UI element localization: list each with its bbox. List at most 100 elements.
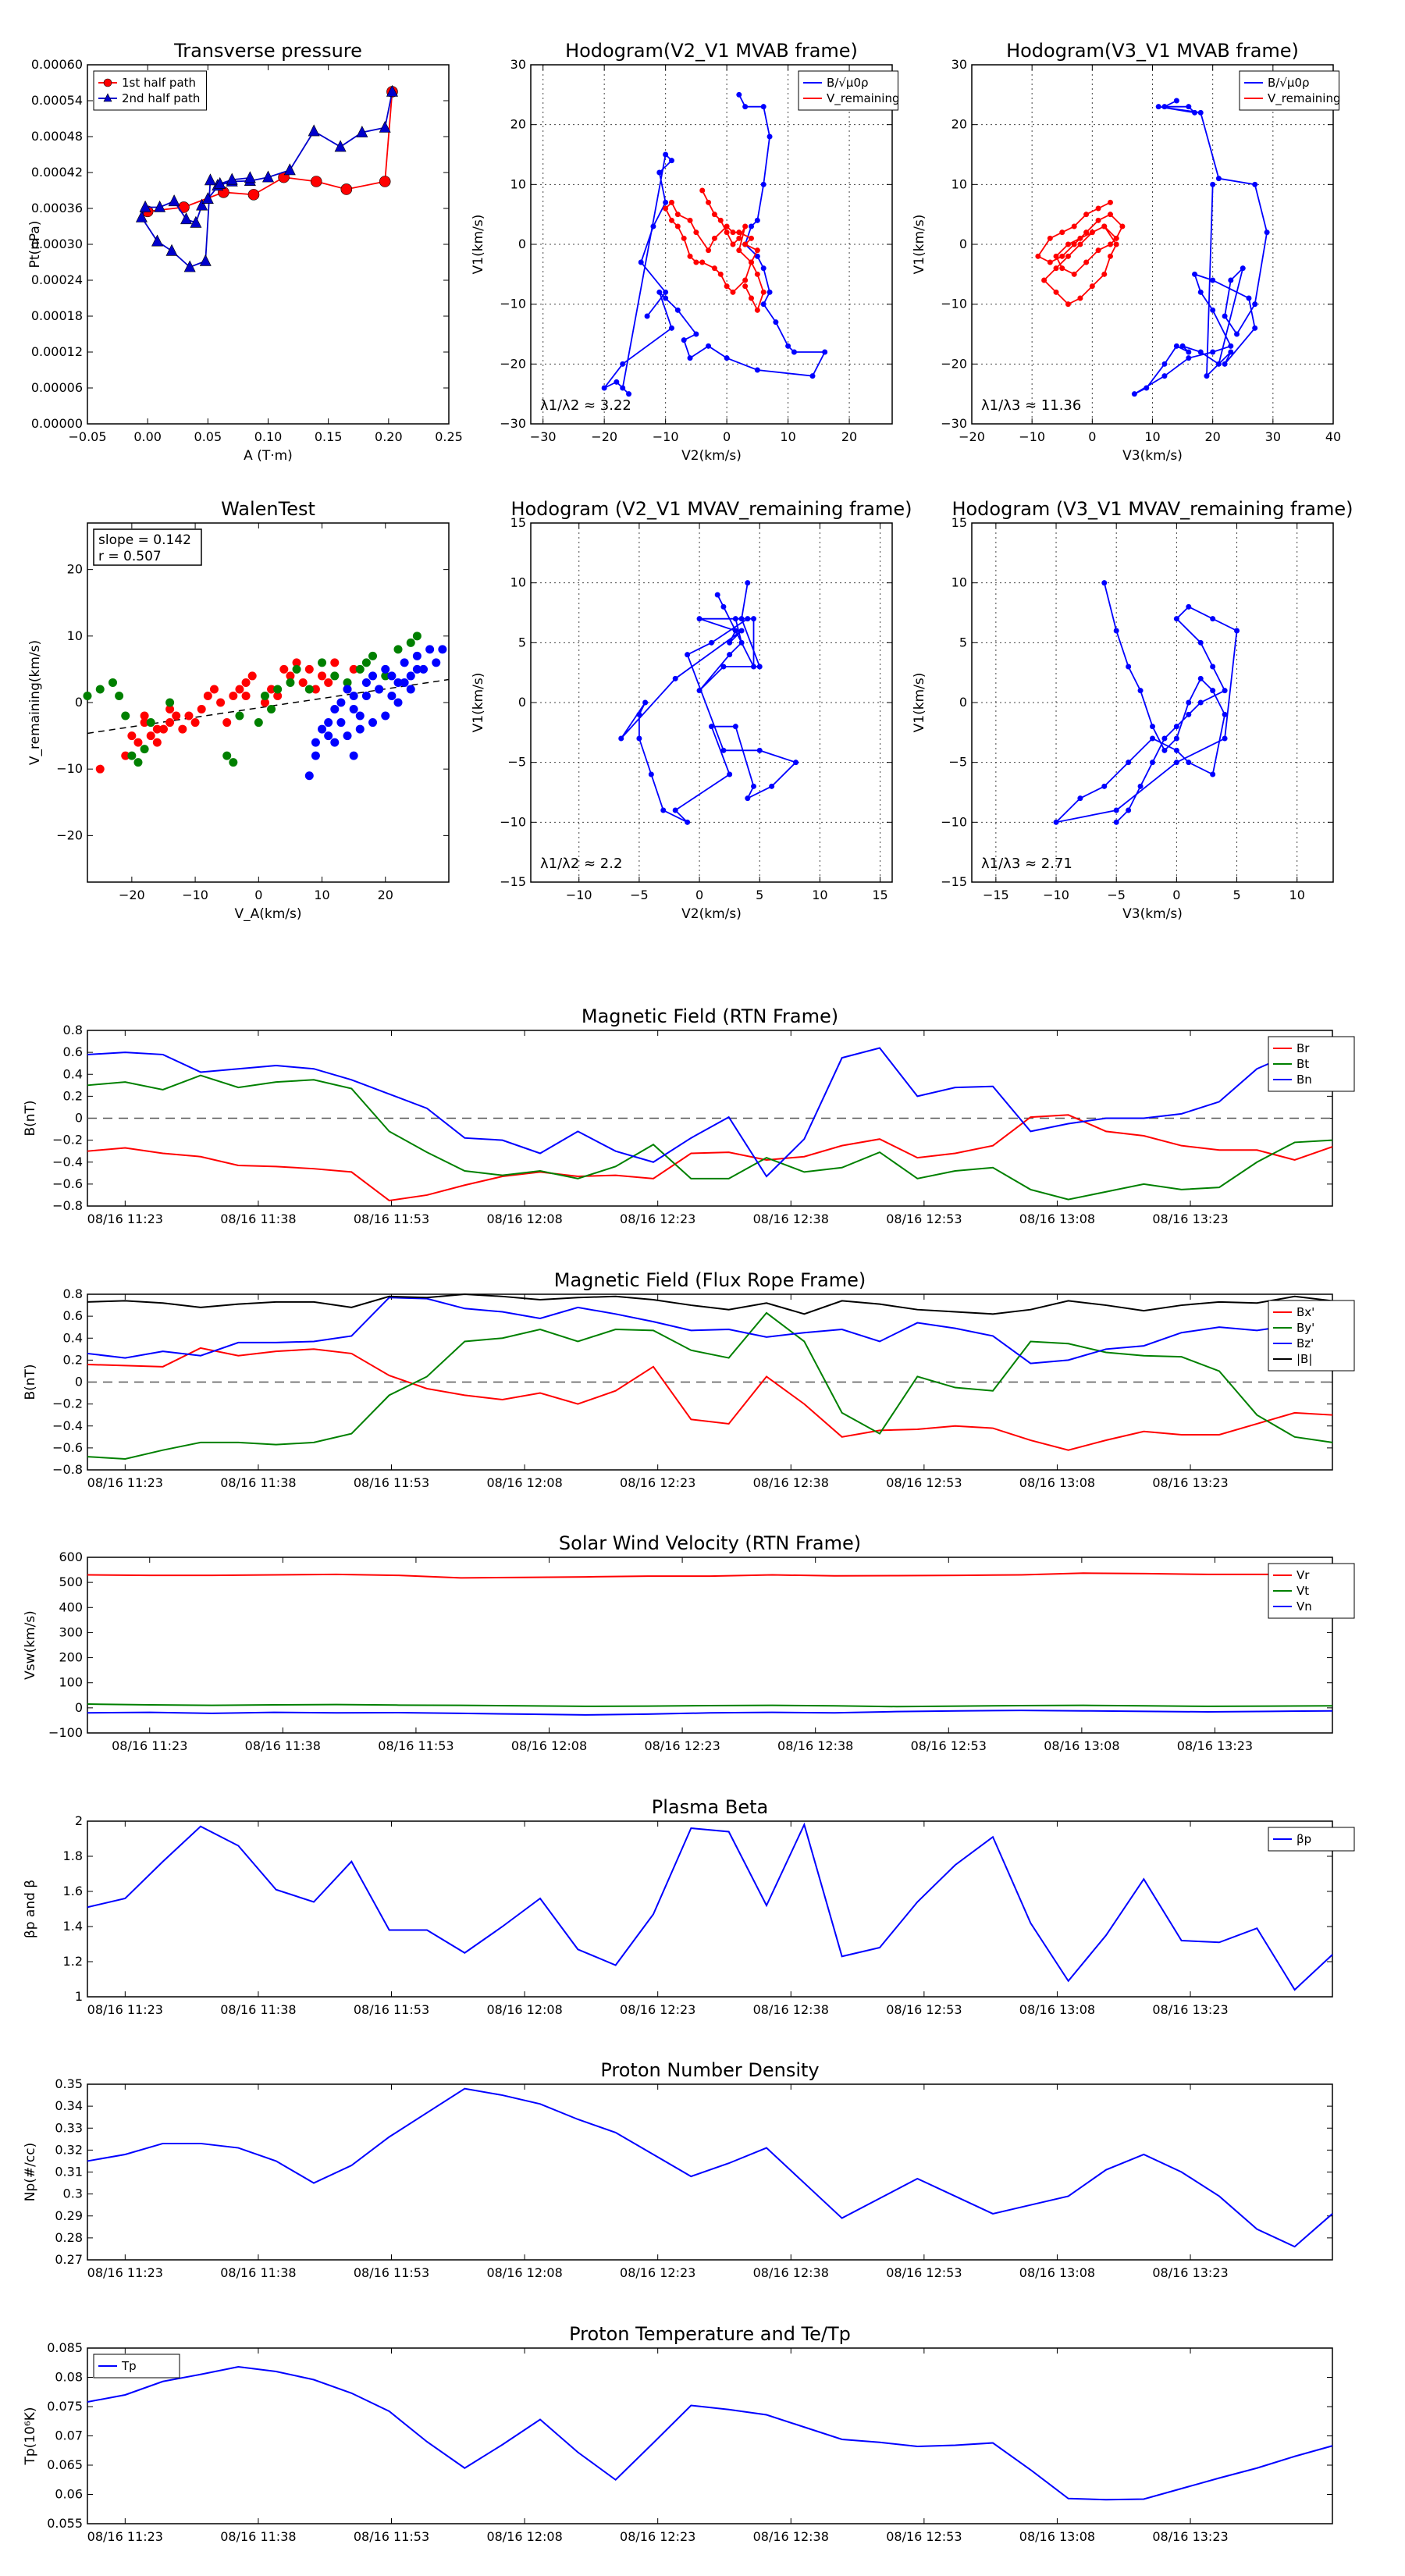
data-point [183,260,196,272]
axes-frame [971,522,1334,883]
y-tick-label: 0.8 [63,1286,83,1301]
axes-frame [87,2083,1333,2261]
data-point [1186,760,1192,766]
data-point [730,229,736,236]
series-line-bx- [87,1347,1333,1451]
data-point [749,235,755,241]
data-point [310,176,322,187]
panel-0: −0.05 0.00 0.05 0.10 0.15 0.20 0.25 0.00000 0.00… [27,40,463,464]
panel-1: −30 −20 −10 0 10 20 −30 −20 −10 0 10 20 30 Hodogram(V… [471,40,900,464]
data-point [1197,349,1204,355]
series-line-bz- [87,1297,1333,1364]
y-tick-label: 0.6 [63,1044,83,1059]
x-tick-label: 08/16 12:53 [886,2265,962,2280]
data-point [1234,331,1240,337]
data-point [660,807,667,813]
legend-label: Br [1297,1041,1310,1055]
x-tick-label: 08/16 11:23 [87,2529,163,2544]
x-tick-label: 0.05 [194,429,222,444]
y-tick-label: 15 [510,515,526,530]
data-point [1077,295,1083,301]
data-point [247,189,260,201]
data-point [742,104,749,110]
legend-label: Bn [1297,1073,1312,1087]
data-point [760,104,767,110]
y-axis-label: V1(km/s) [471,215,486,275]
data-point [324,678,333,687]
data-point [699,187,706,194]
data-point [1089,229,1095,236]
y-axis-label: V1(km/s) [912,215,927,275]
series-blue [304,645,447,781]
panel-2: −20 −10 0 10 20 30 40−30−20−100102030Hodogram(… [912,40,1341,464]
data-point [349,691,358,700]
data-point [103,78,112,87]
data-point [400,658,409,667]
data-point [1161,373,1168,379]
panel-8: 08/16 11:23 08/16 11:38 08/16 11:53 08/16 1… [23,1532,1355,1753]
axes-frame [87,1293,1333,1471]
y-tick-label: 0.00048 [31,129,83,144]
y-tick-label: 0.33 [55,2120,83,2135]
y-tick-label: −5 [507,755,526,770]
series-line-np [87,2087,1333,2248]
data-point [336,718,346,728]
data-point [1204,373,1210,379]
x-axis-label: A (T·m) [244,448,293,464]
y-tick-label: 1.4 [63,1919,83,1934]
annotation-text: λ1/λ3 ≈ 2.71 [981,856,1072,872]
data-point [1053,289,1059,295]
x-tick-label: −10 [182,888,208,902]
x-tick-label: 08/16 12:38 [753,2529,829,2544]
data-point [742,277,749,283]
y-tick-label: 0.4 [63,1066,83,1081]
y-tick-label: 0.00054 [31,93,83,108]
data-point [1071,223,1077,229]
data-point [717,217,724,223]
data-point [696,616,702,622]
data-point [711,235,717,241]
x-tick-label: 08/16 12:08 [486,2265,562,2280]
x-tick-label: 0 [1172,888,1180,902]
data-point [711,212,717,218]
data-point [1192,271,1198,277]
data-point [1107,199,1113,205]
x-tick-label: 08/16 13:23 [1152,2002,1228,2017]
data-point [406,685,415,694]
series-line [664,190,765,312]
series-line [1037,201,1124,305]
series-2nd-half-path [135,84,398,272]
x-tick-label: 08/16 11:23 [112,1738,187,1753]
y-tick-label: −15 [941,874,967,889]
y-tick-label: 5 [518,635,526,649]
chart-title: Hodogram(V3_V1 MVAB frame) [1006,40,1299,62]
data-point [1101,580,1108,586]
data-point [620,361,626,367]
data-point [618,735,624,742]
legend-label: Vr [1297,1568,1310,1582]
x-tick-label: 08/16 13:08 [1019,2529,1095,2544]
y-tick-label: 0.29 [55,2208,83,2223]
data-point [638,259,644,265]
y-tick-label: 1 [75,1989,83,2004]
data-point [749,259,755,265]
data-point [636,735,642,742]
chart-title: Plasma Beta [652,1796,768,1818]
chart-title: Magnetic Field (RTN Frame) [582,1005,838,1027]
x-axis-label: V_A(km/s) [234,906,301,922]
data-point [330,658,340,667]
data-point [165,244,178,256]
data-point [1210,771,1216,777]
data-point [756,747,763,753]
data-point [1083,229,1090,236]
data-point [311,751,320,760]
y-tick-label: −5 [948,755,967,770]
x-tick-label: −0.05 [68,429,106,444]
data-point [1197,675,1204,681]
data-point [1173,343,1179,349]
data-point [146,718,155,728]
data-point [1035,253,1041,259]
data-point [1252,301,1258,308]
x-tick-label: 08/16 11:23 [87,1212,163,1226]
data-point [152,738,162,747]
